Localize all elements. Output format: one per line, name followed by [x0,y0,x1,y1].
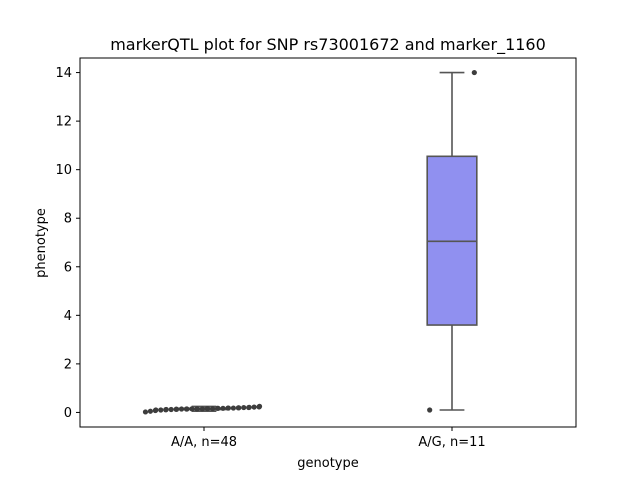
data-point [251,404,257,410]
data-point [142,409,149,415]
data-point [199,406,205,412]
y-tick-label: 0 [64,406,72,421]
box-group [142,403,263,415]
y-tick-label: 8 [64,212,72,227]
data-point [163,406,169,413]
data-point [427,407,433,413]
data-point [189,406,195,412]
data-point [168,406,174,413]
box-group [426,69,478,413]
data-point [215,405,221,411]
data-point [205,405,211,412]
x-tick-label: A/A, n=48 [171,435,237,450]
data-point [236,405,242,411]
data-point [246,404,252,410]
data-point [158,407,164,413]
data-point [173,406,180,412]
y-tick-label: 12 [55,115,72,130]
data-point [471,69,477,76]
y-axis: 0 2 4 6 8 10 12 14 [55,66,80,421]
data-point [210,405,216,412]
y-axis-label: phenotype [34,208,49,278]
data-point [241,404,247,411]
y-tick-label: 6 [64,260,72,275]
data-point [256,403,263,409]
data-point [194,406,200,412]
y-tick-label: 14 [55,66,72,81]
y-tick-label: 2 [64,357,72,372]
plot-area [142,69,478,415]
plot-frame [79,57,577,428]
data-point [153,407,159,413]
data-point [178,406,185,412]
chart-title: markerQTL plot for SNP rs73001672 and ma… [110,35,546,55]
data-point [147,408,154,414]
y-tick-label: 4 [64,309,72,324]
x-axis: A/A, n=48 A/G, n=11 [171,427,486,450]
data-point [220,405,226,411]
data-point [184,406,190,412]
data-point [230,405,236,411]
y-tick-label: 10 [55,163,72,178]
data-point [225,405,232,411]
x-tick-label: A/G, n=11 [418,435,485,450]
x-axis-label: genotype [297,456,358,471]
